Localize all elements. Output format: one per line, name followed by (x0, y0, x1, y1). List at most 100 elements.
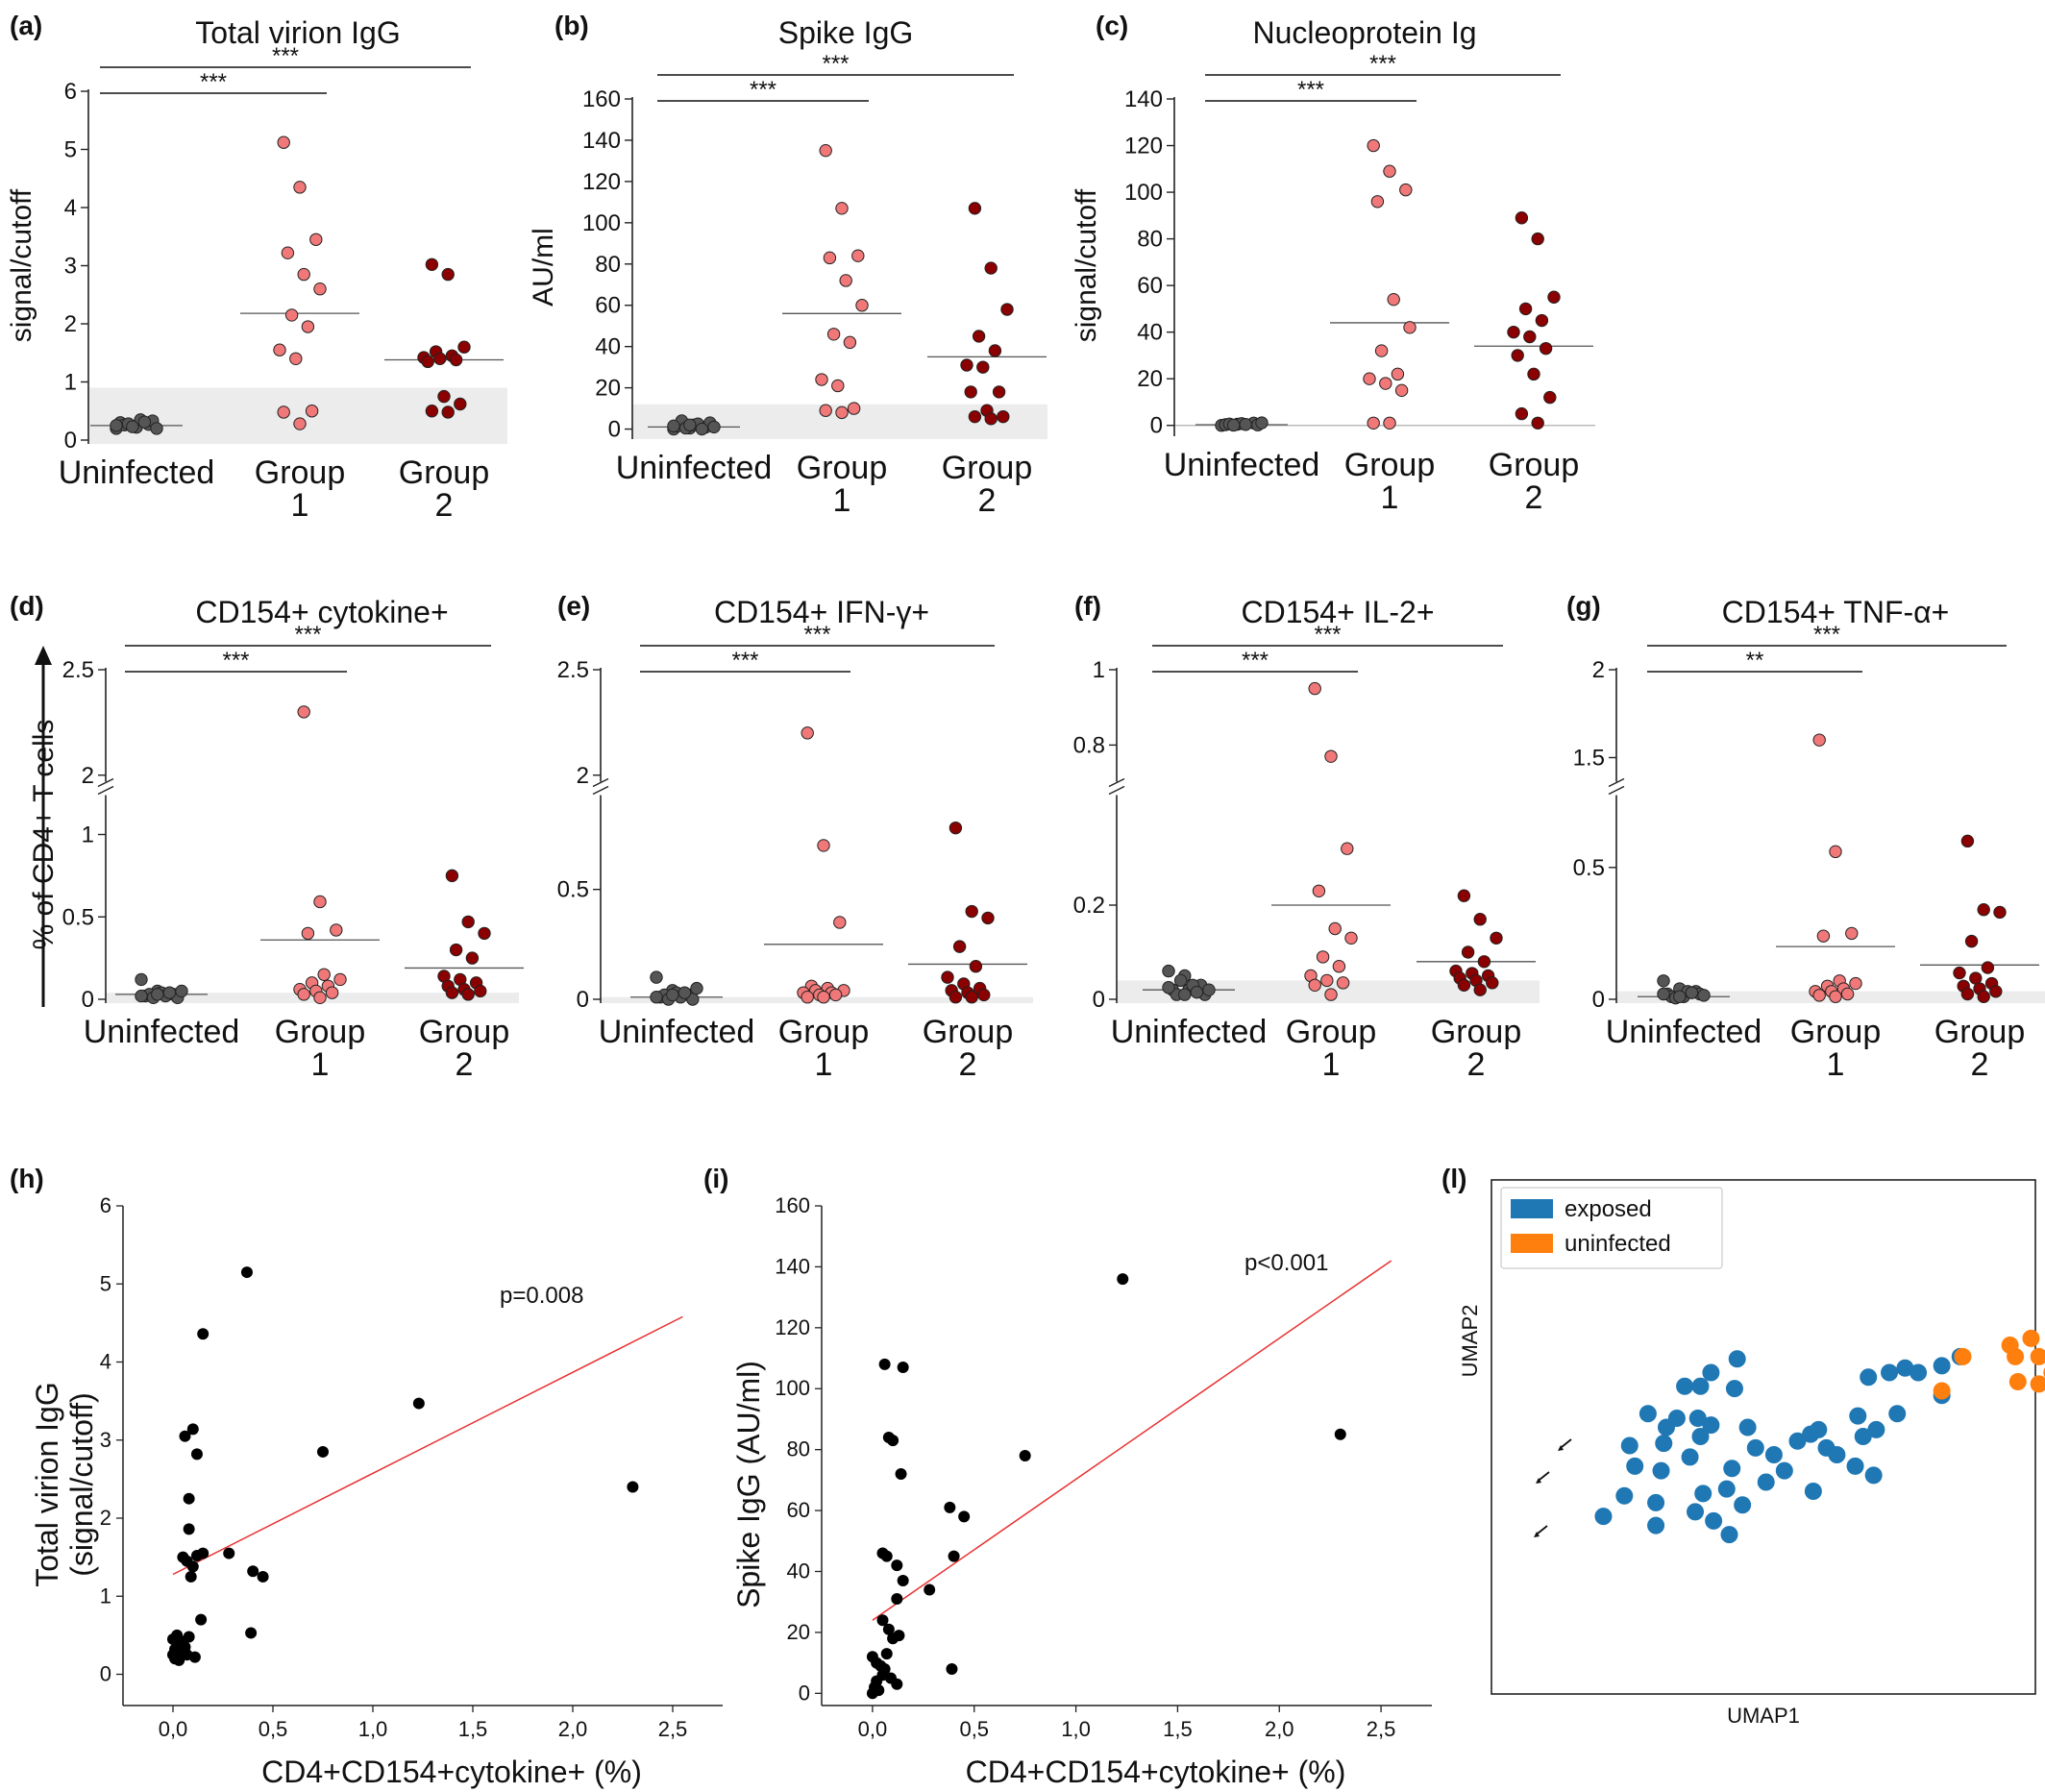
data-point (1341, 842, 1354, 855)
data-point (839, 274, 852, 287)
y-tick-label: 2.5 (62, 657, 94, 683)
data-point (847, 402, 861, 415)
category-label: Uninfected (84, 1014, 240, 1050)
data-point (169, 1643, 182, 1656)
significance-label: *** (294, 622, 321, 648)
umap-point (1788, 1432, 1807, 1450)
category-label: Group 1 (1790, 1014, 1882, 1083)
panel-title: CD154+ IL-2+ (1241, 595, 1434, 629)
data-point (969, 960, 983, 973)
data-point (941, 970, 954, 984)
umap-point (1694, 1485, 1712, 1503)
y-tick-label: 60 (1137, 273, 1163, 299)
data-point (924, 1583, 936, 1596)
data-point (981, 911, 995, 925)
panel-h: 0 1 2 3 4 5 6 0,0 0,5 1,0 1,5 2,0 2,5 CD4+CD154+cytok… (10, 1164, 723, 1789)
umap-point (1676, 1377, 1694, 1395)
arrow-head (1558, 1445, 1564, 1451)
data-point (1336, 976, 1350, 990)
axis-break-mark (1608, 785, 1625, 796)
significance-label: *** (822, 51, 849, 77)
data-point (465, 951, 480, 965)
data-point (1312, 884, 1326, 897)
data-point (313, 282, 327, 296)
y-tick-label: 20 (595, 376, 621, 402)
y-tick-label: 0 (799, 1681, 810, 1705)
x-tick-label: 1,5 (458, 1717, 488, 1741)
y-tick-label: 140 (775, 1254, 810, 1278)
umap-point (1746, 1438, 1764, 1457)
data-point (1308, 681, 1321, 696)
y-tick-label: 0.8 (1073, 732, 1105, 758)
panel-letter: (h) (10, 1164, 44, 1193)
legend-label: uninfected (1565, 1231, 1671, 1257)
y-tick-label: 80 (595, 252, 621, 278)
significance-label: *** (272, 43, 299, 69)
data-point (1178, 988, 1192, 1001)
data-point (992, 385, 1006, 399)
y-tick-label: 2 (1592, 657, 1605, 683)
umap-point (1688, 1410, 1707, 1427)
data-point (151, 988, 164, 1001)
x-tick-label: 2,5 (658, 1717, 688, 1741)
x-tick-label: 2,0 (558, 1717, 588, 1741)
data-point (1370, 195, 1385, 209)
significance-label: *** (750, 77, 776, 103)
data-point (1531, 232, 1544, 246)
y-tick-label: 1 (64, 370, 77, 396)
legend-label: exposed (1565, 1196, 1652, 1222)
data-point (690, 981, 703, 995)
data-point (650, 970, 663, 984)
data-point (454, 397, 467, 411)
x-axis-label: CD4+CD154+cytokine+ (%) (261, 1755, 642, 1789)
panel-letter: (e) (557, 591, 590, 621)
data-point (1547, 290, 1561, 304)
data-point (305, 405, 319, 418)
panel-letter: (i) (703, 1164, 728, 1193)
data-point (245, 1627, 258, 1639)
y-tick-label: 3 (100, 1428, 111, 1452)
significance-label: ** (1746, 648, 1764, 674)
category-label: Group 1 (1286, 1014, 1377, 1083)
data-point (866, 1651, 878, 1663)
umap-point (1933, 1382, 1951, 1400)
significance-label: *** (1297, 77, 1324, 103)
y-tick-label: 6 (64, 79, 77, 105)
umap-point (1655, 1435, 1673, 1453)
umap-point (1734, 1496, 1752, 1514)
umap-point (1615, 1486, 1634, 1505)
data-point (1399, 183, 1413, 197)
data-point (1490, 931, 1503, 945)
y-tick-label: 40 (1137, 320, 1163, 346)
umap-point (1705, 1511, 1723, 1530)
data-point (1328, 921, 1342, 936)
data-point (1383, 416, 1396, 430)
data-point (988, 344, 1002, 357)
data-point (823, 251, 837, 265)
y-tick-label: 0 (100, 1662, 111, 1686)
arrow-marker (1537, 1525, 1548, 1534)
umap-point (1867, 1420, 1885, 1438)
umap-point (1860, 1368, 1878, 1387)
data-point (946, 1662, 958, 1675)
data-point (441, 267, 455, 282)
data-point (445, 986, 459, 999)
data-point (330, 923, 343, 937)
umap-point (1881, 1363, 1899, 1382)
y-tick-label: 120 (582, 169, 621, 195)
x-tick-label: 1,0 (1061, 1717, 1091, 1741)
data-point (801, 991, 814, 1004)
umap-point (1647, 1493, 1665, 1511)
data-point (301, 926, 315, 941)
panel-letter: (d) (10, 591, 44, 621)
umap-point (1702, 1416, 1720, 1435)
panel-title: Total virion IgG (195, 15, 400, 50)
category-label: Uninfected (1606, 1014, 1762, 1050)
data-point (887, 1435, 899, 1447)
data-point (445, 869, 459, 883)
data-point (1473, 983, 1487, 996)
panel-letter: (c) (1096, 11, 1128, 40)
data-point (1363, 372, 1376, 385)
data-point (223, 1547, 235, 1559)
y-tick-label: 0.2 (1073, 893, 1105, 919)
